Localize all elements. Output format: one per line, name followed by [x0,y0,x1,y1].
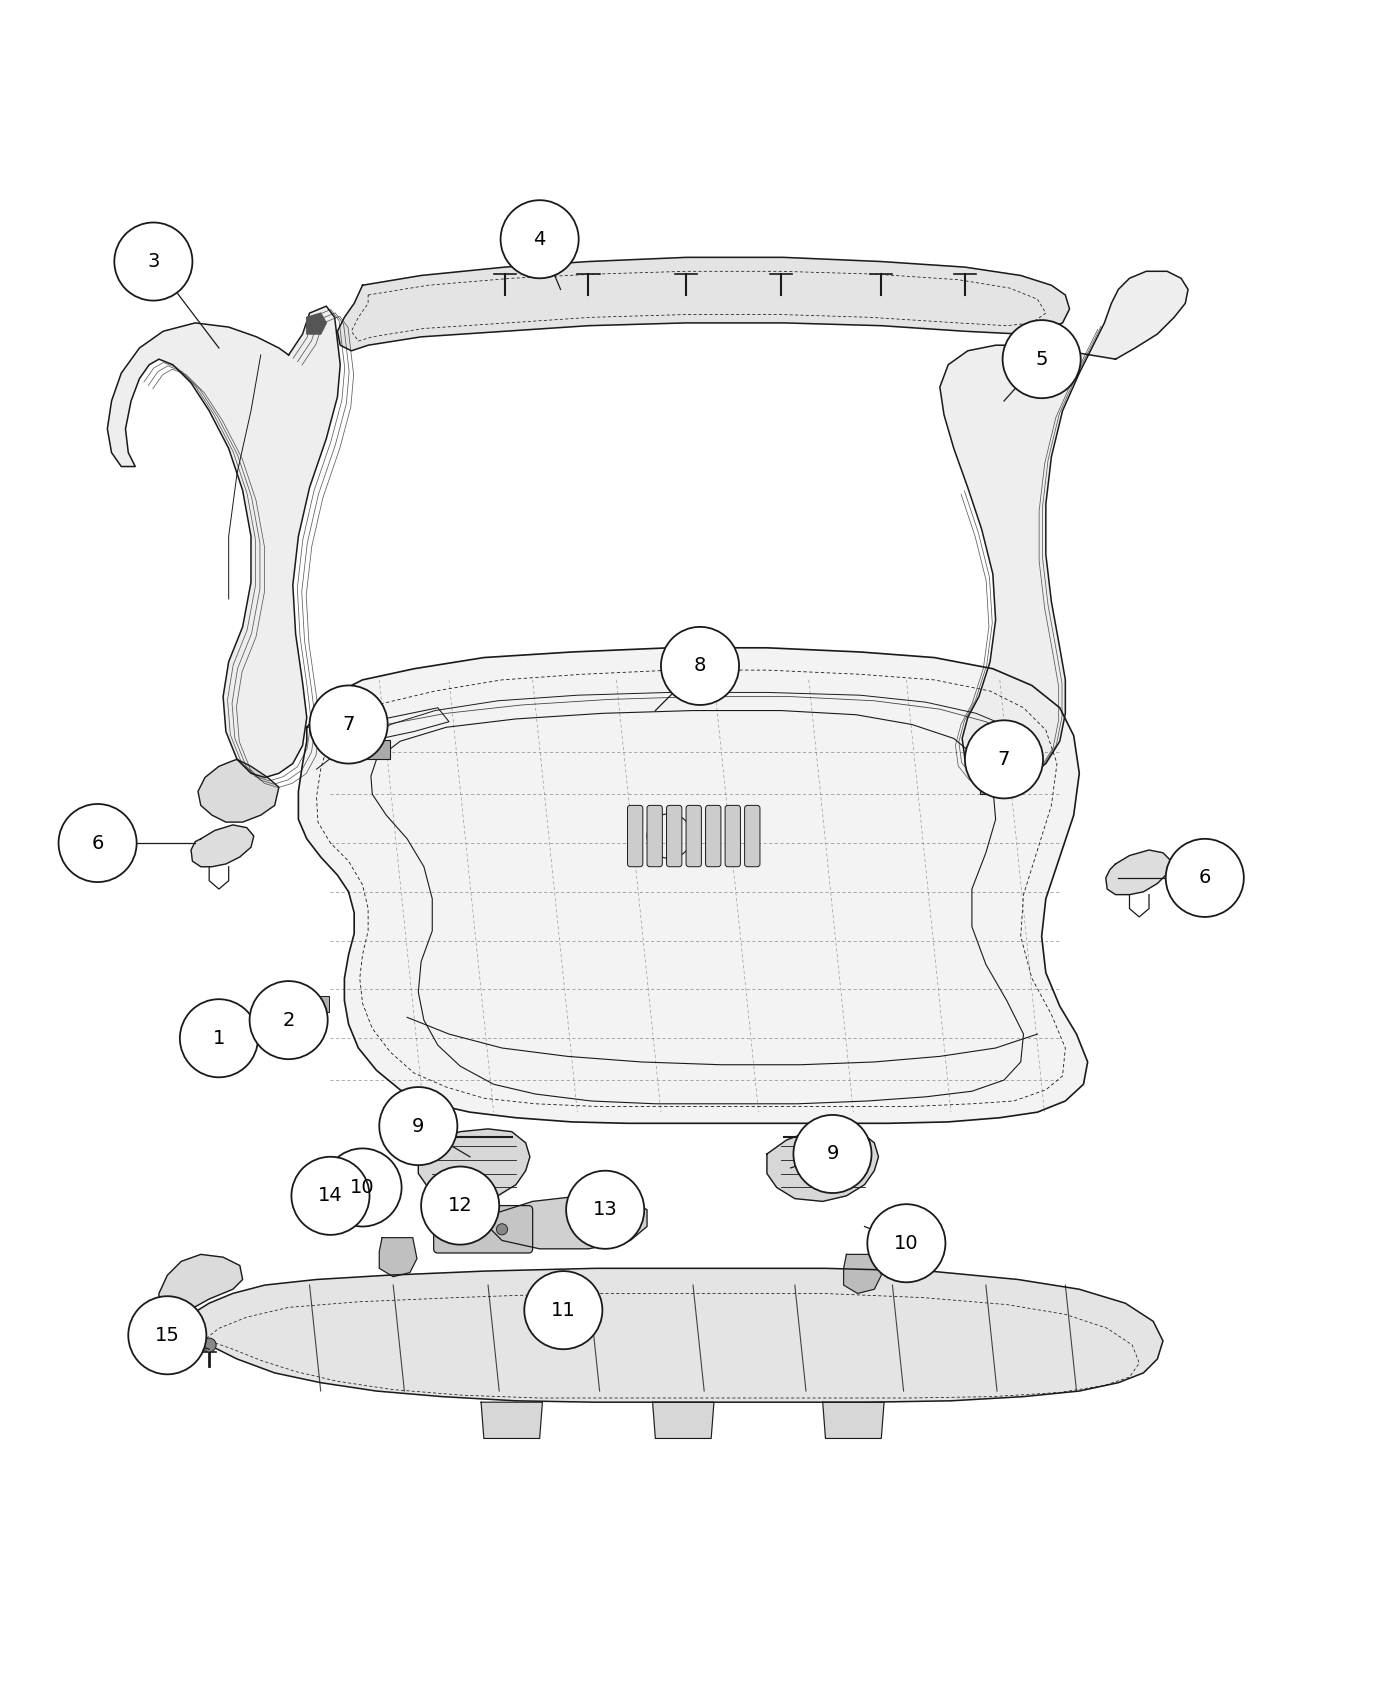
Polygon shape [419,1129,529,1202]
Circle shape [965,721,1043,799]
Polygon shape [482,1402,542,1438]
Polygon shape [823,1402,883,1438]
Circle shape [501,201,578,279]
Circle shape [566,1171,644,1250]
FancyBboxPatch shape [434,1205,532,1253]
Text: 10: 10 [350,1178,375,1197]
FancyBboxPatch shape [305,996,329,1012]
Polygon shape [1106,850,1172,894]
Text: 10: 10 [895,1234,918,1253]
Text: 12: 12 [448,1197,473,1216]
FancyBboxPatch shape [725,806,741,867]
Circle shape [291,1156,370,1234]
FancyBboxPatch shape [666,806,682,867]
Circle shape [179,1000,258,1078]
Polygon shape [491,1195,647,1250]
Circle shape [661,627,739,705]
Circle shape [249,981,328,1059]
Text: 11: 11 [552,1300,575,1319]
Text: 7: 7 [343,716,354,734]
Text: 9: 9 [826,1144,839,1163]
Circle shape [451,1224,462,1234]
Polygon shape [160,1255,242,1331]
Text: 4: 4 [533,230,546,248]
Text: 13: 13 [592,1200,617,1219]
FancyBboxPatch shape [647,806,662,867]
FancyBboxPatch shape [980,775,1014,794]
Circle shape [59,804,137,882]
Polygon shape [108,306,340,777]
Polygon shape [767,1129,878,1202]
Polygon shape [190,824,253,867]
Circle shape [323,1149,402,1226]
Circle shape [115,223,192,301]
Circle shape [421,1166,500,1244]
Circle shape [868,1204,945,1282]
Text: 6: 6 [1198,869,1211,887]
Polygon shape [652,1402,714,1438]
Circle shape [129,1295,206,1374]
Text: 9: 9 [412,1117,424,1136]
FancyBboxPatch shape [686,806,701,867]
Text: 1: 1 [213,1028,225,1047]
Circle shape [475,1224,486,1234]
FancyBboxPatch shape [706,806,721,867]
Text: 15: 15 [155,1326,179,1345]
Text: 14: 14 [318,1187,343,1205]
Circle shape [794,1115,872,1193]
Text: 6: 6 [91,833,104,852]
Circle shape [202,1338,216,1352]
Circle shape [379,1086,458,1164]
Circle shape [1166,838,1243,916]
FancyBboxPatch shape [627,806,643,867]
Polygon shape [197,760,279,823]
Text: 5: 5 [1036,350,1047,369]
Circle shape [309,685,388,763]
Polygon shape [298,648,1088,1124]
Text: 8: 8 [694,656,706,675]
Text: 3: 3 [147,252,160,270]
Polygon shape [379,1238,417,1277]
Polygon shape [171,1268,1163,1402]
Text: 2: 2 [283,1010,295,1030]
Text: 7: 7 [998,750,1011,768]
Polygon shape [307,313,326,335]
FancyBboxPatch shape [745,806,760,867]
Polygon shape [844,1255,881,1294]
Circle shape [497,1224,508,1234]
Polygon shape [328,1195,372,1226]
FancyBboxPatch shape [249,1010,273,1025]
FancyBboxPatch shape [357,740,391,760]
Circle shape [524,1272,602,1350]
Polygon shape [939,272,1189,784]
Polygon shape [337,257,1070,350]
Circle shape [1002,320,1081,398]
